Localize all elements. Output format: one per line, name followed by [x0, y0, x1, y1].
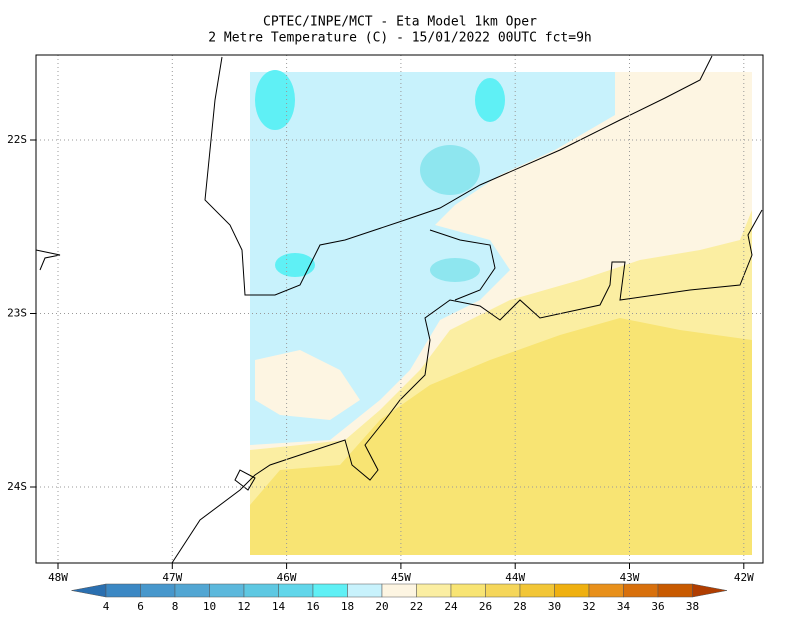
coast-line [35, 249, 61, 271]
colorbar-label: 26 [479, 600, 492, 613]
colorbar-segment [140, 583, 176, 598]
colorbar-label: 32 [582, 600, 595, 613]
colorbar-label: 24 [444, 600, 458, 613]
lon-tick-label: 48W [48, 571, 68, 584]
colorbar-segment [278, 583, 314, 598]
coastline [35, 55, 763, 564]
colorbar-segment [312, 583, 348, 598]
colorbar-segment [554, 583, 590, 598]
graticule: 48W 47W 46W 45W 44W 43W 42W 22S 23S 24S [7, 55, 763, 584]
colorbar-label: 28 [513, 600, 526, 613]
lon-tick-label: 44W [505, 571, 525, 584]
colorbar-label: 6 [137, 600, 144, 613]
colorbar-label: 16 [306, 600, 319, 613]
lon-tick-label: 42W [734, 571, 754, 584]
field-patch [430, 258, 480, 282]
colorbar-label: 10 [203, 600, 216, 613]
colorbar-extend [71, 583, 107, 598]
field-hotter [250, 318, 752, 555]
lat-tick-label: 23S [7, 307, 27, 320]
colorbar-label: 4 [103, 600, 110, 613]
colorbar-segment [416, 583, 452, 598]
title-line: 2 Metre Temperature (C) - 15/01/2022 00U… [208, 31, 592, 46]
colorbar-segment [174, 583, 210, 598]
field-patch [420, 145, 480, 195]
field-patch [255, 350, 360, 420]
colorbar-label: 14 [272, 600, 286, 613]
colorbar-segment [347, 583, 383, 598]
colorbar-segment [623, 583, 659, 598]
colorbar-segment [657, 583, 693, 598]
state-border [429, 229, 496, 301]
colorbar-label: 18 [341, 600, 354, 613]
coast-line [234, 469, 256, 491]
colorbar-segment [485, 583, 521, 598]
temperature-field [250, 70, 752, 555]
colorbar-segment [243, 583, 279, 598]
colorbar-segment [105, 583, 141, 598]
colorbar-segment [381, 583, 417, 598]
colorbar-segment [209, 583, 245, 598]
lon-tick-label: 43W [620, 571, 640, 584]
colorbar-label: 20 [375, 600, 388, 613]
field-patch [255, 70, 295, 130]
colorbar: 4 6 8 10 12 14 16 18 20 22 24 26 28 30 32 34 36 38 [71, 583, 728, 613]
colorbar-segment [450, 583, 486, 598]
lon-tick-label: 47W [162, 571, 182, 584]
colorbar-label: 22 [410, 600, 423, 613]
colorbar-label: 30 [548, 600, 561, 613]
map-frame [35, 54, 764, 564]
lat-tick-label: 22S [7, 133, 27, 146]
lat-tick-label: 24S [7, 480, 27, 493]
colorbar-label: 38 [686, 600, 699, 613]
colorbar-label: 36 [651, 600, 664, 613]
lon-tick-label: 45W [391, 571, 411, 584]
colorbar-extend [692, 583, 728, 598]
field-cool [250, 72, 615, 445]
lon-tick-label: 46W [277, 571, 297, 584]
colorbar-segment [519, 583, 555, 598]
field-patch [475, 78, 505, 122]
state-border [204, 55, 713, 296]
coast-line [171, 209, 763, 564]
colorbar-label: 8 [172, 600, 179, 613]
title-line: CPTEC/INPE/MCT - Eta Model 1km Oper [263, 15, 537, 30]
colorbar-label: 12 [237, 600, 250, 613]
colorbar-segment [588, 583, 624, 598]
colorbar-label: 34 [617, 600, 631, 613]
field-patch [275, 253, 315, 277]
